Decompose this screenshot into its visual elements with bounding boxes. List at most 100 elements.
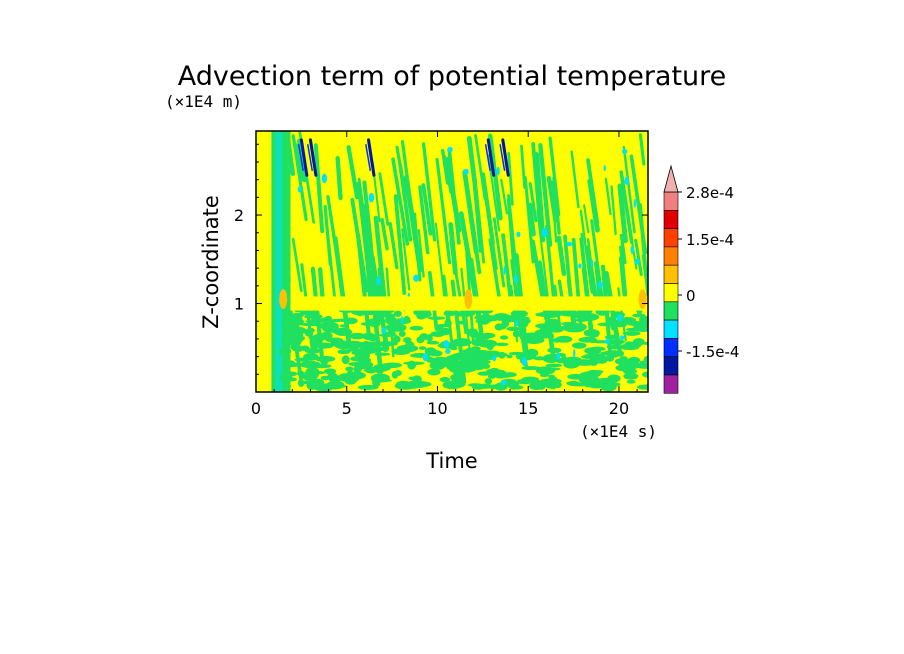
field-patch — [569, 311, 586, 319]
field-streak — [523, 176, 535, 264]
field-streak — [435, 157, 452, 265]
field-patch — [642, 325, 648, 329]
field-fleck — [297, 186, 302, 193]
field-patch — [506, 326, 521, 331]
field-patch — [371, 378, 392, 383]
chart-title: Advection term of potential temperature — [178, 61, 727, 92]
field-fleck — [566, 241, 573, 247]
field-patch — [288, 316, 299, 323]
x-unit-label: (×1E4 s) — [580, 422, 657, 441]
field-fleck — [633, 198, 637, 209]
field-streak — [571, 237, 583, 328]
field-streak — [638, 133, 646, 166]
field-patch — [607, 374, 621, 383]
field-fleck — [513, 275, 519, 283]
x-axis-label: Time — [425, 449, 477, 473]
field-streak — [570, 150, 580, 209]
field-streak — [313, 143, 325, 234]
field-patch — [581, 354, 600, 359]
field-streak — [618, 255, 628, 297]
field-patch — [600, 350, 622, 356]
field-streak — [488, 238, 502, 306]
field-streak — [548, 136, 561, 217]
field-fleck — [445, 348, 451, 354]
field-patch — [334, 327, 353, 337]
y-axis: 12 — [234, 143, 648, 375]
field-patch — [626, 379, 636, 384]
field-patch — [547, 347, 562, 354]
field-streak — [579, 237, 589, 295]
field-streak — [556, 235, 567, 277]
field-streak — [538, 143, 553, 247]
negative-streak-edge — [297, 144, 304, 171]
field-patch — [539, 373, 550, 377]
field-patch — [622, 331, 641, 336]
field-patch — [501, 319, 510, 328]
field-fleck — [422, 353, 428, 362]
field-fleck — [376, 276, 381, 286]
colorbar-box — [663, 246, 679, 266]
field-streak — [594, 261, 602, 304]
field-patch — [632, 313, 646, 318]
field-patch — [339, 324, 347, 328]
field-streak — [378, 172, 390, 226]
field-patch — [282, 383, 292, 389]
positive-patch — [279, 289, 288, 310]
field-streak — [356, 232, 371, 335]
field-patch — [486, 368, 498, 374]
field-streak — [634, 238, 643, 276]
negative-streak-edge — [484, 144, 491, 171]
field-patch — [354, 351, 371, 361]
field-patch — [437, 324, 448, 328]
x-tick-label: 20 — [609, 399, 629, 418]
field-streak — [443, 155, 453, 194]
field-patch — [401, 383, 415, 387]
field-patch — [607, 339, 625, 345]
field-patch — [638, 385, 648, 390]
field-fleck — [590, 259, 594, 268]
field-fleck — [556, 352, 561, 360]
field-streak — [652, 149, 657, 205]
field-patch — [498, 351, 506, 359]
field-patch — [364, 344, 376, 351]
field-patch — [319, 321, 339, 331]
field-patch — [313, 333, 326, 342]
x-tick-label: 10 — [427, 399, 447, 418]
field-patch — [345, 366, 354, 372]
field-patch — [348, 332, 367, 340]
field-streak — [285, 135, 296, 177]
field-streak — [391, 157, 410, 246]
field-patch — [520, 318, 531, 324]
field-patch — [280, 336, 300, 342]
field-streak — [380, 217, 389, 251]
plot-frame — [255, 130, 649, 393]
field-streak — [610, 185, 617, 236]
x-axis: 0 5 10 15 20 — [251, 131, 638, 418]
field-patch — [450, 373, 465, 382]
field-streak — [413, 212, 422, 282]
field-patch — [634, 362, 648, 367]
field-patch — [310, 318, 327, 322]
field-patch — [621, 346, 639, 351]
field-streak — [291, 237, 303, 293]
field-patch — [404, 341, 415, 350]
field-fleck — [443, 339, 450, 348]
field-patch — [402, 337, 412, 343]
field-patch — [584, 347, 598, 354]
field-patch — [523, 336, 545, 345]
field-patch — [355, 309, 365, 317]
field-fleck — [621, 149, 628, 155]
field-fleck — [400, 316, 404, 325]
colorbar-label: 2.8e-4 — [686, 184, 734, 202]
field-patch — [462, 363, 474, 373]
field-patch — [475, 349, 490, 357]
field-fleck — [516, 231, 521, 238]
field-patch — [305, 367, 320, 376]
field-patch — [534, 329, 550, 335]
field-streak — [507, 151, 514, 206]
field-streak — [638, 203, 648, 279]
field-streak — [462, 169, 479, 255]
field-patch — [324, 316, 332, 320]
field-patch — [516, 378, 533, 385]
field-streak — [587, 257, 596, 295]
